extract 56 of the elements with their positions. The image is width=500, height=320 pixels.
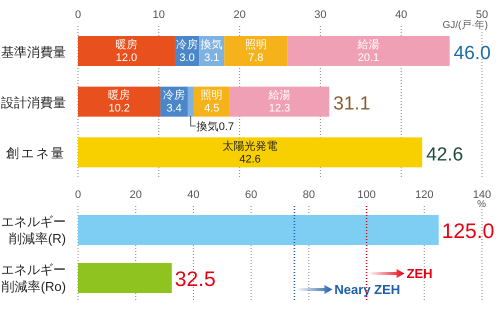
data-label: 3.1 (204, 52, 220, 64)
data-label: 20.1 (358, 52, 380, 64)
x-tick-label: 40 (395, 9, 408, 21)
y-tick-label: 創エネ量 (6, 146, 66, 161)
text: 冷房 (163, 90, 186, 102)
series-label: 暖房 (115, 38, 138, 51)
series-label: 太陽光発電 (222, 139, 278, 152)
x-tick-label: 50 (476, 9, 488, 21)
data-label: 32.5 (174, 268, 216, 291)
bar (230, 86, 330, 117)
data-label: 3.4 (166, 102, 182, 115)
data-label: 3.0 (179, 52, 195, 64)
data-label: 12.3 (268, 102, 290, 115)
ref-line-label: Neary ZEH (334, 282, 400, 297)
data-label: 125.0 (442, 220, 494, 243)
series-label: 換気 (200, 39, 223, 51)
y-tick-label: 基準消費量 (1, 44, 66, 60)
x-tick-label: 100 (357, 189, 376, 201)
total-label: 46.0 (454, 43, 491, 64)
bar (78, 86, 160, 117)
x-tick-label: 140 (472, 189, 492, 201)
bar (78, 36, 175, 66)
text: 暖房 (108, 90, 130, 102)
x-tick-label: 10 (152, 9, 165, 21)
series-label: 照明 (244, 39, 267, 51)
text: 給湯 (268, 90, 291, 102)
series-label: 冷房 (176, 38, 198, 51)
x-axis-title: % (477, 199, 486, 210)
data-label: 12.0 (116, 52, 138, 64)
bar (224, 36, 288, 66)
x-tick-label: 40 (187, 189, 200, 201)
annotation: 換気0.7 (196, 121, 234, 133)
data-label: 10.2 (108, 102, 130, 115)
x-tick-label: 30 (314, 9, 327, 21)
data-label: 4.5 (204, 102, 220, 115)
text: 照明 (200, 90, 223, 102)
series-label: 給湯 (356, 39, 380, 51)
x-tick-label: 60 (245, 189, 258, 201)
x-tick-label: 80 (302, 189, 315, 201)
x-tick-label: 0 (74, 189, 82, 201)
bar (78, 137, 422, 168)
total-label: 42.6 (426, 144, 464, 166)
y-tick-label: 設計消費量 (1, 95, 66, 110)
bar (287, 36, 450, 66)
x-tick-label: 0 (74, 9, 82, 21)
y-tick-label: エネルギー削減率(R) (1, 214, 66, 246)
x-tick-label: 20 (130, 189, 142, 201)
x-axis-title: GJ/(戸·年) (442, 19, 488, 32)
data-label: 42.6 (239, 153, 261, 166)
data-label: 7.8 (248, 52, 264, 64)
ref-line-label: ZEH (406, 266, 433, 281)
x-tick-label: 120 (415, 189, 434, 201)
y-tick-label: エネルギー削減率(Ro) (1, 262, 66, 294)
bar (188, 86, 194, 117)
total-label: 31.1 (333, 94, 370, 115)
x-tick-label: 20 (233, 9, 246, 21)
